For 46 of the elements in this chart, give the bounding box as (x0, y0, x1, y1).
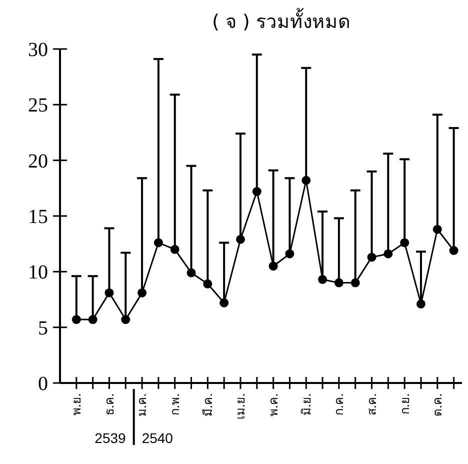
point (220, 298, 229, 308)
x-tick-label: มี.ค. (200, 393, 215, 417)
y-tick-label: 0 (38, 373, 48, 395)
point (367, 252, 376, 262)
y-tick-label: 30 (28, 39, 48, 61)
y-tick-label: 5 (38, 317, 48, 340)
point (252, 187, 262, 196)
x-tick-label: พ.ย. (70, 393, 84, 416)
x-tick-label: ก.พ. (168, 393, 182, 416)
y-tick-label: 25 (28, 94, 48, 117)
point (236, 234, 245, 244)
point (432, 224, 442, 234)
point (449, 246, 458, 256)
point (318, 274, 328, 284)
point (384, 249, 393, 258)
point (203, 279, 212, 288)
x-tick-label: ธ.ค. (102, 393, 116, 416)
chart-title: ( จ ) รวมทั้งหมด (212, 8, 350, 33)
point (104, 288, 114, 298)
x-tick-label: ม.ค. (135, 393, 150, 417)
point (285, 249, 294, 258)
point (302, 176, 311, 185)
point (154, 238, 163, 248)
x-tick-label: พ.ค. (266, 393, 281, 417)
point (72, 315, 81, 324)
y-tick-label: 20 (28, 150, 48, 172)
x-tick-label: ก.ย. (398, 393, 412, 415)
x-tick-label: ก.ค. (332, 393, 346, 416)
point (170, 244, 180, 254)
point (400, 238, 410, 248)
point (268, 262, 278, 271)
x-tick-label: ส.ค. (364, 393, 379, 416)
x-tick-label: มิ.ย. (299, 393, 314, 416)
point (186, 268, 196, 278)
y-tick-label: 15 (28, 206, 48, 228)
y-tick-label: 10 (28, 262, 48, 284)
point (138, 288, 147, 298)
text: 2540 (142, 430, 174, 446)
point (88, 315, 98, 324)
x-tick-label: ต.ค. (430, 393, 445, 417)
point (121, 315, 130, 324)
point (416, 299, 426, 308)
x-tick-label: เม.ย. (234, 393, 248, 420)
text: 2539 (94, 430, 126, 446)
point (334, 278, 344, 288)
point (350, 278, 360, 288)
